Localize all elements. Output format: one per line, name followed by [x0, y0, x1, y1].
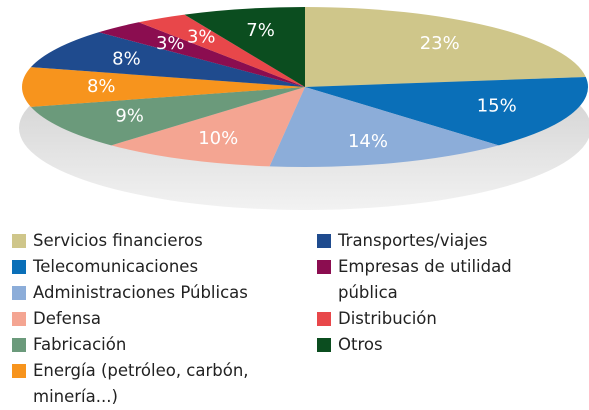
legend-swatch [12, 286, 26, 300]
legend-item: Telecomunicaciones [12, 254, 287, 280]
legend-item: Servicios financieros [12, 228, 287, 254]
legend-item: Defensa [12, 306, 287, 332]
pie-slice [111, 87, 306, 167]
legend-label: Fabricación [33, 335, 127, 354]
legend-label: Distribución [338, 309, 437, 328]
slice-label: 23% [420, 33, 460, 54]
slice-label: 15% [477, 96, 517, 117]
legend-swatch [317, 260, 331, 274]
legend: Servicios financieros Telecomunicaciones A… [12, 228, 287, 410]
legend: Transportes/viajes Empresas de utilidad p… [317, 228, 542, 358]
legend-label: Telecomunicaciones [33, 257, 199, 276]
pie-slice [30, 32, 306, 87]
slice-label: 8% [87, 76, 116, 97]
pie-slice [21, 67, 305, 107]
legend-item: Empresas de utilidad pública [317, 254, 542, 306]
legend-label: Defensa [33, 309, 101, 328]
legend-item: Distribución [317, 306, 542, 332]
legend-item: Transportes/viajes [317, 228, 542, 254]
legend-label: Empresas de utilidad pública [338, 257, 512, 302]
chart: 23% 15% 14% 10% 9% 8% 8% 3% 3% 7% [19, 7, 589, 210]
legend-label: Energía (petróleo, carbón, minería...) [33, 361, 249, 406]
legend-item: Fabricación [12, 332, 287, 358]
slice-label: 14% [348, 131, 388, 152]
slice-label: 3% [156, 33, 185, 54]
pie-slice [305, 7, 586, 87]
pie-slice [184, 7, 305, 87]
legend-swatch [12, 260, 26, 274]
legend-item: Otros [317, 332, 542, 358]
legend-swatch [317, 312, 331, 326]
slice-label: 10% [198, 128, 238, 149]
pie-slice [138, 14, 305, 87]
slice-label: 3% [187, 26, 216, 47]
legend-swatch [12, 234, 26, 248]
slice-label: 7% [246, 20, 275, 41]
pie-slice [98, 22, 306, 87]
pie-slice [30, 87, 306, 146]
legend-swatch [317, 338, 331, 352]
pie-slice [269, 87, 499, 167]
legend-label: Transportes/viajes [338, 231, 488, 250]
legend-label: Administraciones Públicas [33, 283, 248, 302]
legend-label: Servicios financieros [33, 231, 203, 250]
legend-swatch [12, 338, 26, 352]
legend-label: Otros [338, 335, 383, 354]
slice-label: 8% [112, 48, 141, 69]
legend-item: Energía (petróleo, carbón, minería...) [12, 358, 287, 410]
slice-label: 9% [115, 105, 144, 126]
legend-swatch [12, 312, 26, 326]
legend-swatch [317, 234, 331, 248]
pie-slice [305, 76, 588, 146]
legend-item: Administraciones Públicas [12, 280, 287, 306]
legend-swatch [12, 364, 26, 378]
